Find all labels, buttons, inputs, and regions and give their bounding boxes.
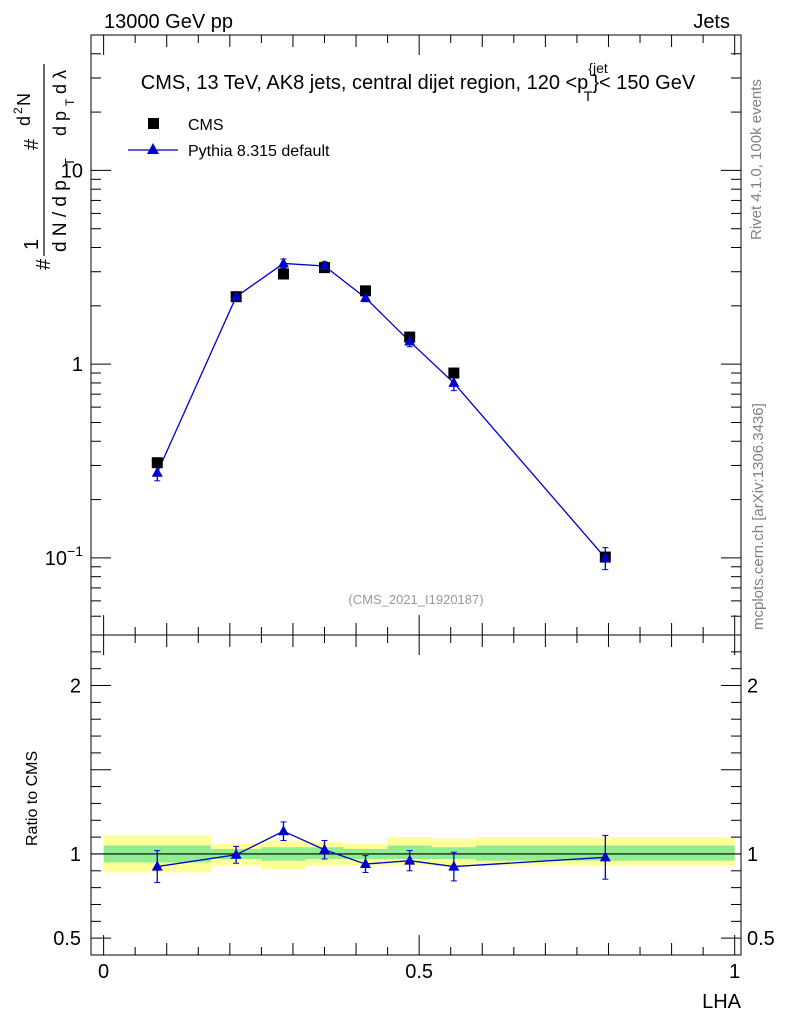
ratio-point bbox=[151, 860, 163, 871]
x-tick-label: 1 bbox=[729, 961, 740, 983]
ratio-point bbox=[599, 851, 611, 862]
svg-text:1: 1 bbox=[21, 239, 43, 250]
svg-text:T: T bbox=[63, 98, 77, 106]
pythia-point bbox=[277, 257, 289, 268]
mcplots-label: mcplots.cern.ch [arXiv:1306.3436] bbox=[750, 403, 767, 630]
ratio-frame bbox=[90, 634, 742, 956]
ratio-y-tick-label: 0.5 bbox=[53, 928, 81, 950]
ratio-y-tick-label: 1 bbox=[70, 844, 81, 866]
cms-point bbox=[448, 367, 460, 379]
ratio-point bbox=[318, 843, 330, 854]
ratio-point bbox=[448, 860, 460, 871]
x-tick-label: 0 bbox=[98, 961, 109, 983]
ratio-point bbox=[230, 848, 242, 859]
top-y-tick-label: 10−1 bbox=[45, 543, 83, 570]
pythia-point bbox=[360, 291, 372, 302]
data-marks bbox=[151, 257, 611, 884]
pythia-point bbox=[404, 335, 416, 346]
ratio-point bbox=[360, 858, 372, 869]
chart-title-main: CMS, 13 TeV, AK8 jets, central dijet reg… bbox=[141, 72, 589, 94]
legend-pythia-marker bbox=[147, 143, 159, 154]
chart-title: CMS, 13 TeV, AK8 jets, central dijet reg… bbox=[141, 60, 696, 104]
ratio-point bbox=[404, 854, 416, 865]
top-ylabel: # 1 d N / d p T # d 2 N d p T d λ bbox=[11, 64, 77, 270]
axes: 10 1 10−1 2 2 1 1 0.5 0.5 0 0.5 1 bbox=[45, 34, 775, 983]
legend-cms-marker bbox=[148, 118, 159, 129]
pythia-point bbox=[318, 260, 330, 271]
chart-title-sub: T bbox=[584, 88, 593, 104]
cms-point bbox=[277, 268, 289, 280]
svg-text:d: d bbox=[14, 116, 34, 126]
legend: CMS Pythia 8.315 default bbox=[128, 117, 330, 160]
top-y-tick-label: 1 bbox=[72, 354, 83, 376]
cms-point bbox=[360, 285, 372, 297]
ratio-y-tick-label-right: 1 bbox=[747, 844, 758, 866]
pythia-line bbox=[156, 262, 606, 559]
pythia-point bbox=[599, 551, 611, 562]
svg-text:2: 2 bbox=[11, 107, 25, 114]
svg-text:d λ: d λ bbox=[50, 70, 70, 94]
svg-text:#: # bbox=[21, 138, 43, 150]
chart-title-sup: {jet bbox=[588, 60, 608, 76]
ratio-y-tick-label-right: 0.5 bbox=[747, 928, 775, 950]
svg-text:d p: d p bbox=[50, 111, 70, 136]
top-y-tick-label: 10 bbox=[61, 160, 83, 182]
chart-title-end: }< 150 GeV bbox=[592, 72, 696, 94]
legend-cms-label: CMS bbox=[188, 117, 224, 134]
rivet-label: Rivet 4.1.0, 100k events bbox=[748, 79, 765, 240]
ratio-line bbox=[157, 830, 606, 868]
x-axis-label: LHA bbox=[702, 991, 742, 1013]
ratio-y-tick-label: 2 bbox=[70, 676, 81, 698]
svg-text:#: # bbox=[33, 258, 55, 270]
header-right: Jets bbox=[693, 11, 730, 33]
ratio-ylabel: Ratio to CMS bbox=[24, 751, 41, 846]
svg-text:d N / d p: d N / d p bbox=[50, 180, 71, 252]
cms-point bbox=[151, 457, 163, 469]
svg-text:T: T bbox=[62, 158, 77, 166]
svg-text:N: N bbox=[14, 93, 34, 106]
header-left: 13000 GeV pp bbox=[104, 11, 233, 33]
legend-pythia-label: Pythia 8.315 default bbox=[188, 143, 330, 160]
x-tick-label: 0.5 bbox=[405, 961, 433, 983]
pythia-point bbox=[230, 290, 242, 301]
watermark: (CMS_2021_I1920187) bbox=[348, 592, 483, 607]
ratio-y-tick-label-right: 2 bbox=[747, 676, 758, 698]
pythia-point bbox=[151, 466, 163, 477]
ratio-point bbox=[277, 825, 289, 836]
pythia-point bbox=[448, 376, 460, 387]
